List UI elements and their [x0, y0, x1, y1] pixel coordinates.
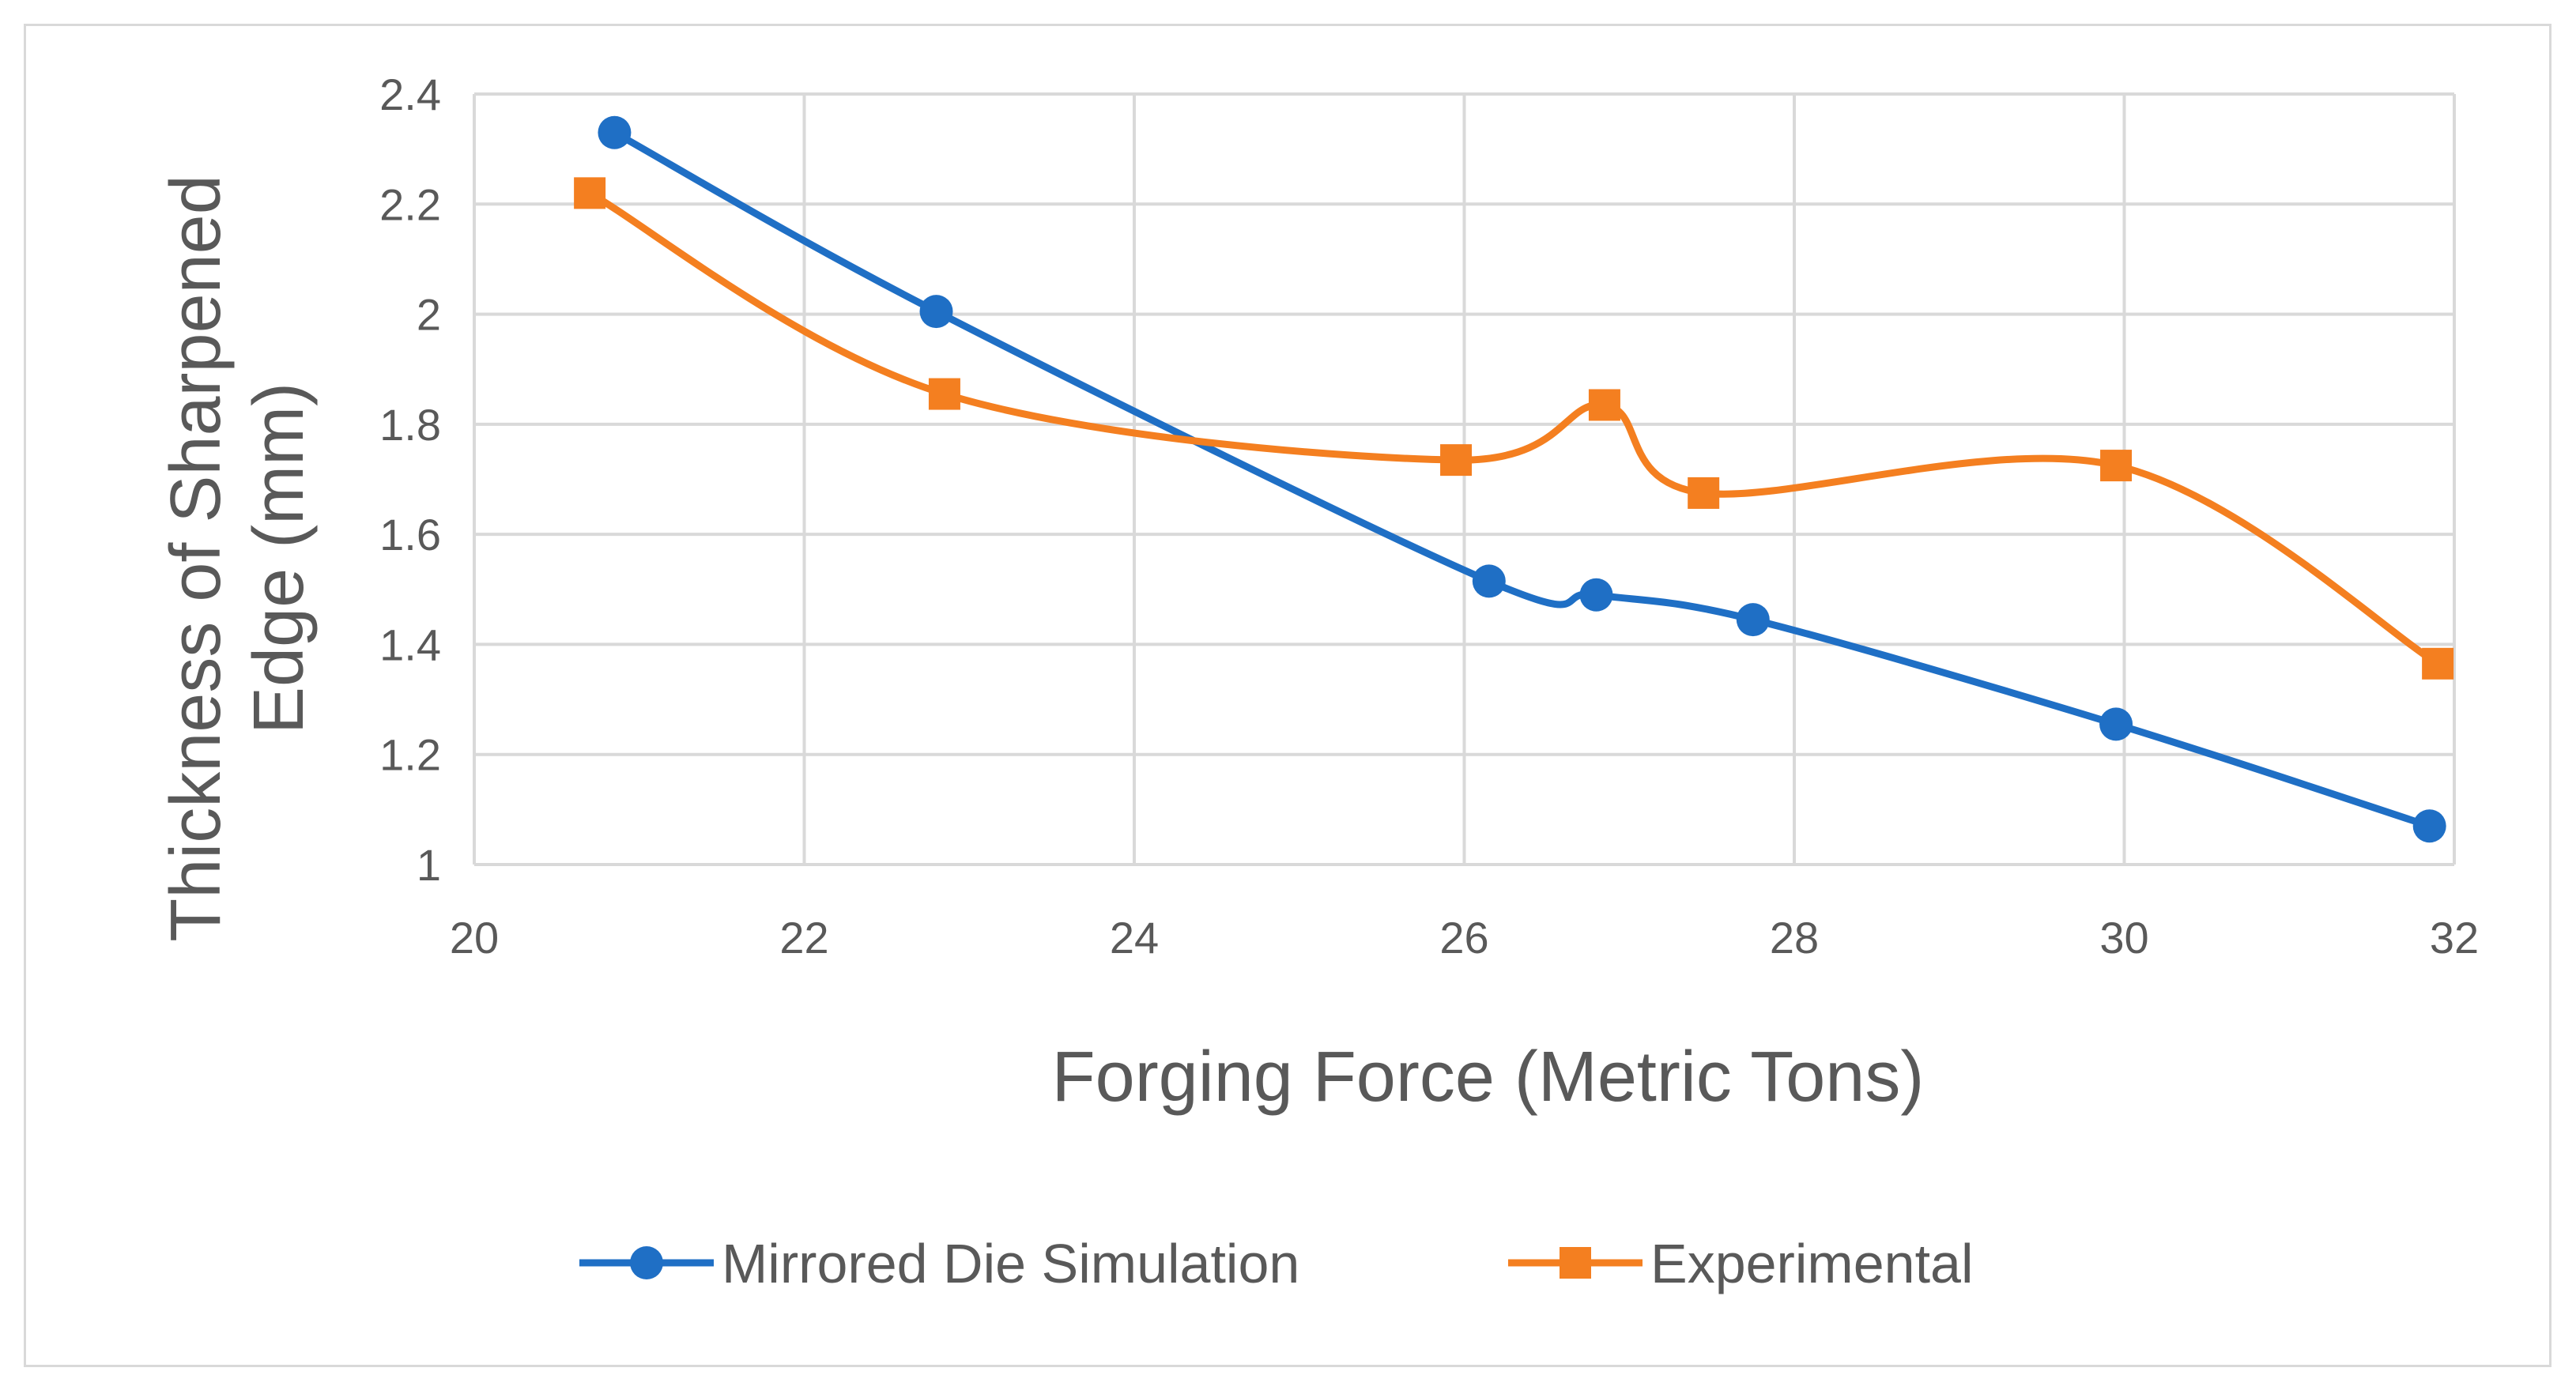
data-point-0 [2099, 707, 2133, 741]
data-point-1 [1440, 444, 1473, 477]
data-point-1 [1688, 477, 1720, 509]
y-tick-label: 1.4 [379, 620, 441, 669]
x-tick-label: 20 [450, 913, 499, 963]
x-tick-label: 24 [1110, 913, 1159, 963]
x-tick-label: 26 [1439, 913, 1488, 963]
y-tick-label: 2 [417, 290, 441, 340]
data-point-0 [1736, 603, 1770, 637]
x-tick-label: 32 [2430, 913, 2479, 963]
legend-label-0: Mirrored Die Simulation [722, 1233, 1299, 1294]
data-point-1 [928, 378, 960, 410]
data-point-1 [2422, 647, 2454, 680]
data-point-1 [574, 177, 606, 209]
y-tick-label: 2.4 [379, 70, 441, 119]
series-lines [586, 129, 2442, 830]
y-axis-title-line-2: Edge (mm) [239, 382, 319, 734]
x-tick-label: 28 [1770, 913, 1819, 963]
y-tick-label: 1 [417, 840, 441, 890]
legend: Mirrored Die Simulation Experimental [579, 1233, 1974, 1294]
data-point-0 [1579, 578, 1613, 612]
data-point-0 [919, 295, 953, 329]
data-point-0 [2412, 809, 2446, 843]
y-axis-title: Thickness of Sharpened Edge (mm) [157, 175, 319, 942]
line-chart: 1 1.2 1.4 1.6 1.8 2 2.2 2.4 20 22 24 26 28 30 32 Forgi… [157, 70, 2479, 1294]
tick-labels: 1 1.2 1.4 1.6 1.8 2 2.2 2.4 20 22 24 26 28 30 32 [379, 70, 2479, 963]
series-markers [574, 115, 2454, 843]
x-tick-label: 22 [779, 913, 828, 963]
y-axis-title-line-1: Thickness of Sharpened [157, 175, 236, 942]
chart-frame: 1 1.2 1.4 1.6 1.8 2 2.2 2.4 20 22 24 26 28 30 32 Forgi… [24, 24, 2551, 1367]
x-tick-label: 30 [2099, 913, 2148, 963]
data-point-0 [598, 115, 632, 149]
data-point-1 [2100, 450, 2133, 482]
legend-label-1: Experimental [1650, 1233, 1974, 1294]
legend-marker-1 [1560, 1247, 1591, 1279]
data-point-0 [1472, 564, 1506, 598]
y-tick-label: 1.6 [379, 510, 441, 559]
y-tick-label: 2.2 [379, 179, 441, 229]
data-point-1 [1588, 389, 1620, 421]
x-axis-title: Forging Force (Metric Tons) [1052, 1038, 1925, 1117]
y-tick-label: 1.2 [379, 730, 441, 780]
y-tick-label: 1.8 [379, 400, 441, 450]
legend-marker-0 [630, 1246, 663, 1279]
